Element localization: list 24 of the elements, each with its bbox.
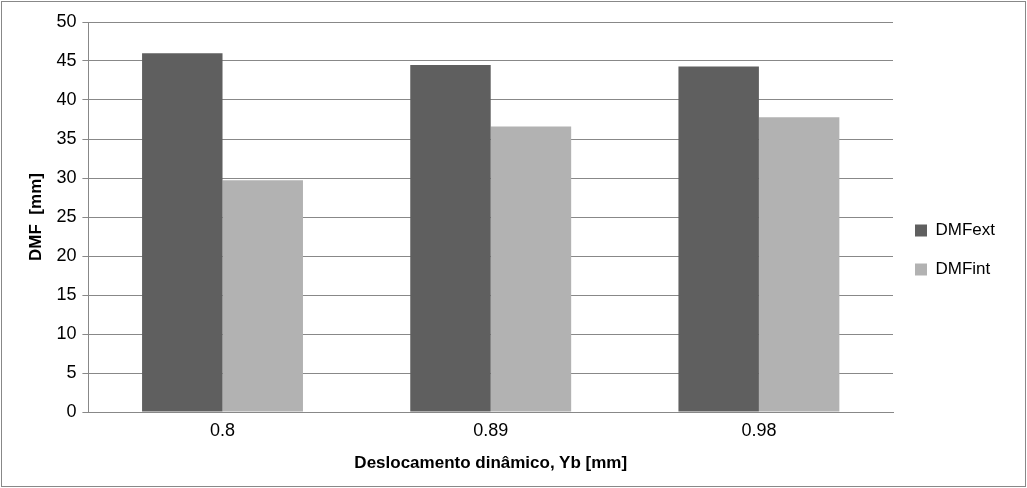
x-axis-title: Deslocamento dinâmico, Yb [mm] <box>354 453 628 473</box>
y-tick-label: 20 <box>56 244 77 265</box>
y-axis-title: DMF [mm] <box>25 173 45 261</box>
x-tick-label: 0.8 <box>210 419 236 440</box>
bar <box>222 180 303 412</box>
x-tick-label: 0.89 <box>473 419 509 440</box>
y-tick-label: 40 <box>56 88 77 109</box>
y-tick-label: 10 <box>56 322 77 343</box>
legend-label: DMFext <box>935 220 996 240</box>
bar <box>490 126 572 412</box>
y-tick-label: 35 <box>56 127 77 148</box>
y-tick-label: 15 <box>56 283 77 304</box>
y-tick-label: 0 <box>66 400 77 421</box>
y-tick-label: 50 <box>56 10 77 31</box>
legend-label: DMFint <box>935 259 991 279</box>
y-tick-label: 25 <box>56 205 77 226</box>
bar <box>142 53 223 412</box>
bar <box>678 66 759 412</box>
bar <box>758 117 840 412</box>
y-tick-label: 5 <box>66 361 77 382</box>
y-tick-label: 30 <box>56 166 77 187</box>
bar <box>410 64 491 412</box>
x-tick-label: 0.98 <box>741 419 777 440</box>
y-tick-label: 45 <box>56 49 77 70</box>
